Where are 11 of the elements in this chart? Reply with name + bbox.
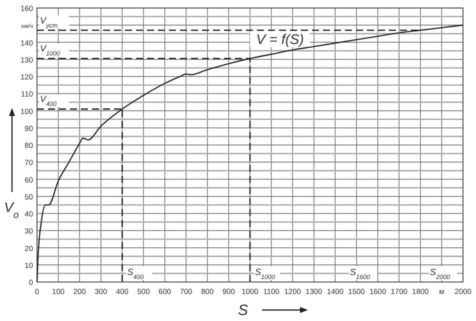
line-series [36, 24, 464, 283]
annotation: V = f(S) [256, 31, 304, 47]
ref-line-label: V$_{уст}$ [40, 15, 58, 29]
ref-line-label: S$_{1000}$ [255, 267, 276, 280]
ref-line-label: V$_{400}$ [40, 94, 58, 108]
x-axis-title: S [238, 302, 248, 319]
annotation: S$_{2000}$ [430, 267, 451, 280]
annotation: S$_{1600}$ [350, 267, 371, 280]
ref-line-label: V$_{1000}$ [40, 44, 61, 58]
y-axis-title: V$_{o}$ [4, 199, 20, 220]
ref-line-label: S$_{400}$ [127, 267, 144, 280]
